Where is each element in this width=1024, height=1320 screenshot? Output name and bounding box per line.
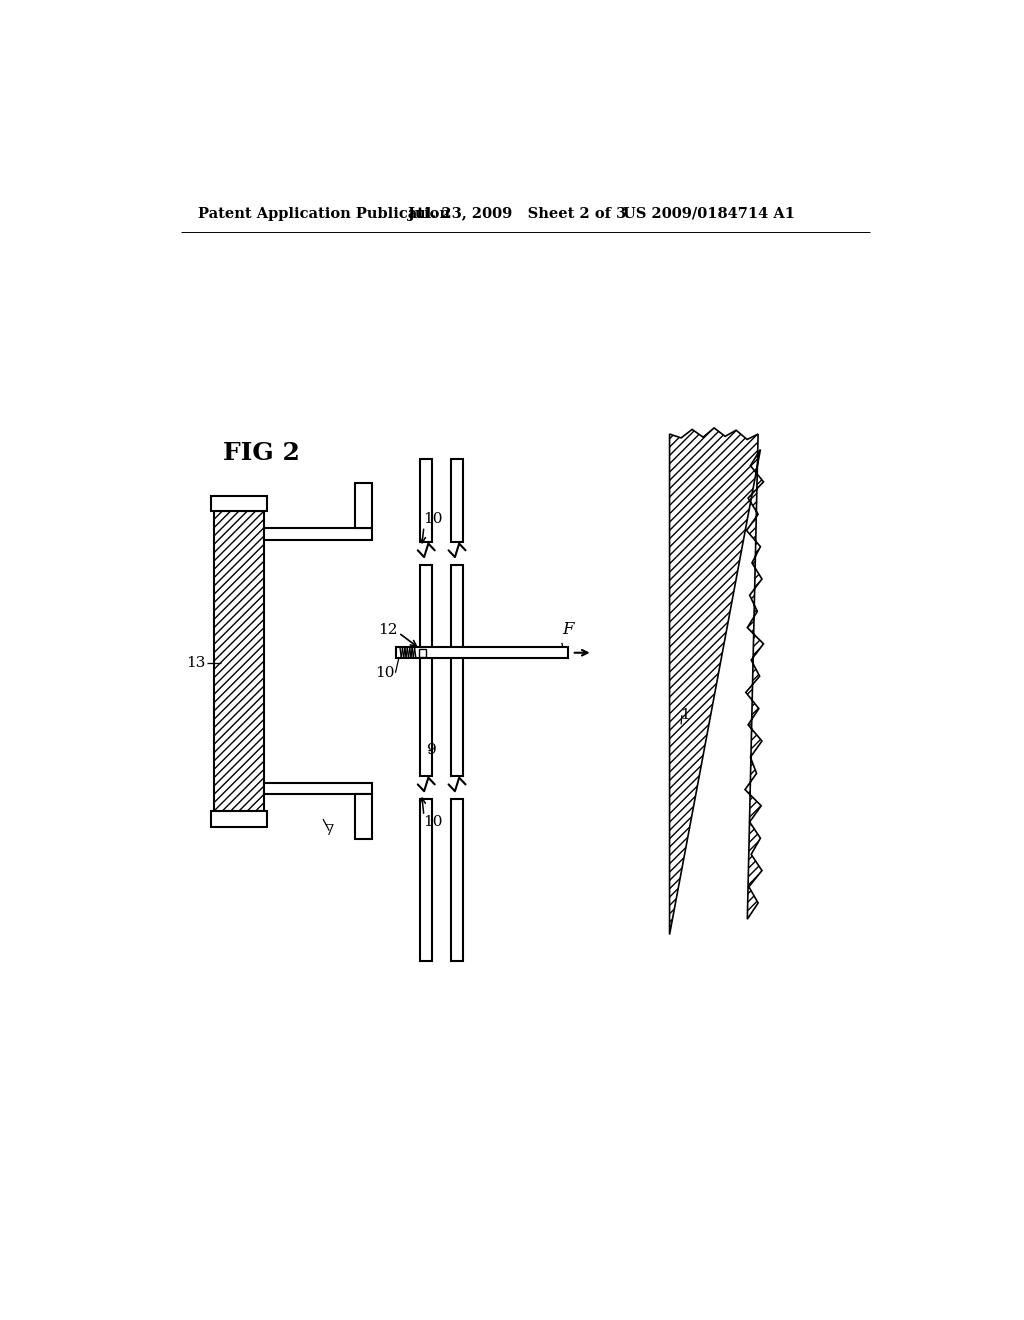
Text: 1: 1: [680, 708, 690, 722]
Bar: [264, 783, 372, 795]
Bar: [211, 496, 267, 511]
Polygon shape: [670, 428, 764, 935]
Bar: [451, 459, 463, 541]
Bar: [264, 528, 372, 540]
Text: US 2009/0184714 A1: US 2009/0184714 A1: [624, 207, 796, 220]
Text: 10: 10: [423, 512, 442, 525]
Bar: [354, 483, 372, 528]
Bar: [451, 799, 463, 961]
Text: 12: 12: [378, 623, 397, 636]
Bar: [419, 649, 426, 656]
Text: 9: 9: [427, 743, 437, 756]
Text: F: F: [562, 622, 573, 638]
Text: 10: 10: [375, 665, 394, 680]
Text: FIG 2: FIG 2: [223, 441, 300, 465]
Bar: [354, 795, 372, 840]
Text: 7: 7: [325, 824, 334, 838]
Text: 13: 13: [186, 656, 205, 669]
Text: Patent Application Publication: Patent Application Publication: [199, 207, 451, 220]
Text: Jul. 23, 2009   Sheet 2 of 3: Jul. 23, 2009 Sheet 2 of 3: [408, 207, 626, 220]
Bar: [420, 565, 432, 776]
Text: 10: 10: [423, 816, 442, 829]
Bar: [420, 459, 432, 541]
Bar: [420, 799, 432, 961]
Bar: [214, 511, 264, 812]
Bar: [451, 565, 463, 776]
Bar: [211, 812, 267, 826]
Bar: [396, 647, 568, 659]
